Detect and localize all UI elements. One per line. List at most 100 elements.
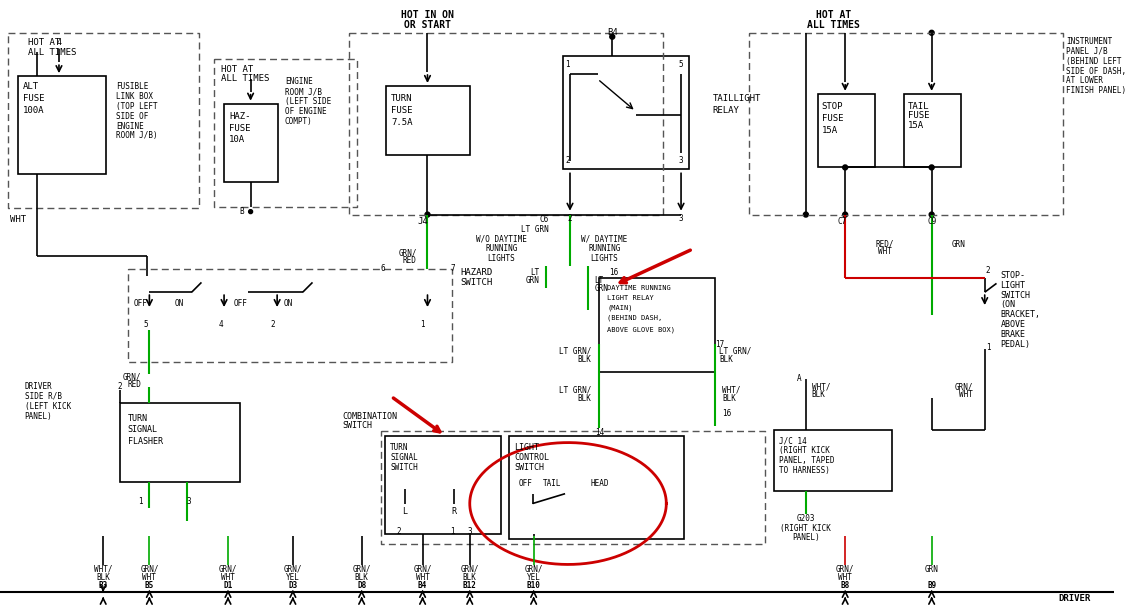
Text: GRN: GRN <box>951 240 965 248</box>
Bar <box>509 436 684 539</box>
Text: 1: 1 <box>985 343 990 352</box>
Text: STOP: STOP <box>821 102 843 111</box>
Text: BLK: BLK <box>722 394 736 403</box>
Text: 15A: 15A <box>908 121 924 130</box>
Text: B5: B5 <box>145 581 154 590</box>
Text: HOT AT: HOT AT <box>27 38 60 47</box>
Bar <box>818 94 874 167</box>
Text: ON: ON <box>175 298 184 307</box>
Text: (LEFT SIDE: (LEFT SIDE <box>285 97 331 106</box>
Bar <box>120 403 239 482</box>
Text: BLK: BLK <box>355 573 369 582</box>
Text: YEL: YEL <box>286 573 299 582</box>
Text: DAYTIME RUNNING: DAYTIME RUNNING <box>608 285 671 292</box>
Text: GRN/: GRN/ <box>219 565 237 574</box>
Text: W/ DAYTIME: W/ DAYTIME <box>582 235 627 243</box>
Text: ALL TIMES: ALL TIMES <box>27 48 76 57</box>
Text: 4: 4 <box>219 320 223 329</box>
Text: WHT: WHT <box>959 390 973 399</box>
Circle shape <box>248 210 253 213</box>
Text: STOP-: STOP- <box>1000 271 1025 280</box>
Text: OFF: OFF <box>234 298 247 307</box>
Text: WHT/: WHT/ <box>94 565 112 574</box>
Text: ABOVE: ABOVE <box>1000 320 1025 329</box>
Bar <box>18 76 107 174</box>
Text: 3: 3 <box>679 214 684 223</box>
Text: ALT: ALT <box>23 82 39 92</box>
Text: GRN/: GRN/ <box>524 565 543 574</box>
Text: OR START: OR START <box>404 20 451 30</box>
Text: HAZARD: HAZARD <box>460 268 492 277</box>
Text: 5: 5 <box>678 60 683 69</box>
Text: SWITCH: SWITCH <box>514 462 544 472</box>
Text: GRN: GRN <box>924 565 939 574</box>
Circle shape <box>425 212 430 217</box>
Text: GRN/: GRN/ <box>955 382 973 391</box>
Text: LT GRN/: LT GRN/ <box>559 386 592 395</box>
Text: FLASHER: FLASHER <box>128 437 163 446</box>
Text: TAIL: TAIL <box>543 479 561 489</box>
Text: WHT: WHT <box>10 215 26 224</box>
Text: 1: 1 <box>565 60 569 69</box>
Text: 100A: 100A <box>23 106 44 115</box>
Text: 15A: 15A <box>821 126 838 135</box>
Text: PEDAL): PEDAL) <box>1000 340 1031 349</box>
Text: SWITCH: SWITCH <box>460 278 492 287</box>
Text: 5: 5 <box>143 320 147 329</box>
Text: ON: ON <box>284 298 293 307</box>
Text: RUNNING: RUNNING <box>589 245 620 254</box>
Text: B8: B8 <box>840 581 849 590</box>
Text: BLK: BLK <box>96 573 110 582</box>
Text: B9: B9 <box>926 581 937 590</box>
Text: AT LOWER: AT LOWER <box>1066 76 1103 85</box>
Text: 10A: 10A <box>229 135 245 145</box>
Text: SWITCH: SWITCH <box>342 422 372 431</box>
Text: 16: 16 <box>722 409 731 418</box>
Text: BRAKE: BRAKE <box>1000 330 1025 339</box>
Text: 3: 3 <box>187 497 192 506</box>
Text: RUNNING: RUNNING <box>485 245 517 254</box>
Text: SWITCH: SWITCH <box>390 462 418 472</box>
Text: A: A <box>797 374 802 383</box>
Text: SIDE OF: SIDE OF <box>116 112 149 121</box>
Text: LIGHTS: LIGHTS <box>591 254 618 264</box>
Text: DRIVER: DRIVER <box>25 382 52 391</box>
Text: 3: 3 <box>467 526 472 536</box>
Text: BLK: BLK <box>577 354 592 364</box>
Bar <box>904 94 962 167</box>
Text: FUSE: FUSE <box>391 106 413 115</box>
Text: HOT IN ON: HOT IN ON <box>401 10 454 20</box>
Text: FINISH PANEL): FINISH PANEL) <box>1066 86 1126 95</box>
Text: ALL TIMES: ALL TIMES <box>221 74 270 84</box>
Text: (BEHIND LEFT: (BEHIND LEFT <box>1066 57 1122 66</box>
Text: LIGHT RELAY: LIGHT RELAY <box>608 295 654 301</box>
Text: J4: J4 <box>417 217 428 226</box>
Text: HOT AT: HOT AT <box>815 10 850 20</box>
Text: RED: RED <box>128 380 142 389</box>
Text: LIGHT: LIGHT <box>1000 281 1025 290</box>
Text: GRN: GRN <box>594 284 609 293</box>
Circle shape <box>610 34 615 39</box>
Bar <box>225 104 278 182</box>
Text: TAIL: TAIL <box>908 102 930 111</box>
Text: B4: B4 <box>418 581 428 590</box>
Text: L: L <box>403 507 407 516</box>
Text: HOT AT: HOT AT <box>221 65 253 74</box>
Text: RED: RED <box>403 256 416 265</box>
Text: TURN: TURN <box>128 414 147 423</box>
Text: FUSE: FUSE <box>908 111 930 120</box>
Text: PANEL): PANEL) <box>25 412 52 420</box>
Text: PANEL, TAPED: PANEL, TAPED <box>779 456 835 465</box>
Text: (BEHIND DASH,: (BEHIND DASH, <box>608 315 662 321</box>
Text: 2: 2 <box>397 526 401 536</box>
Bar <box>386 436 501 534</box>
Text: 4: 4 <box>57 38 62 47</box>
Text: B3: B3 <box>99 581 108 590</box>
Text: BLK: BLK <box>463 573 476 582</box>
Text: B: B <box>239 207 244 216</box>
Text: C7: C7 <box>838 217 847 226</box>
Text: TO HARNESS): TO HARNESS) <box>779 465 830 475</box>
Text: WHT/: WHT/ <box>812 382 830 391</box>
Text: HAZ-: HAZ- <box>229 112 251 121</box>
Text: (ON: (ON <box>1000 301 1015 309</box>
